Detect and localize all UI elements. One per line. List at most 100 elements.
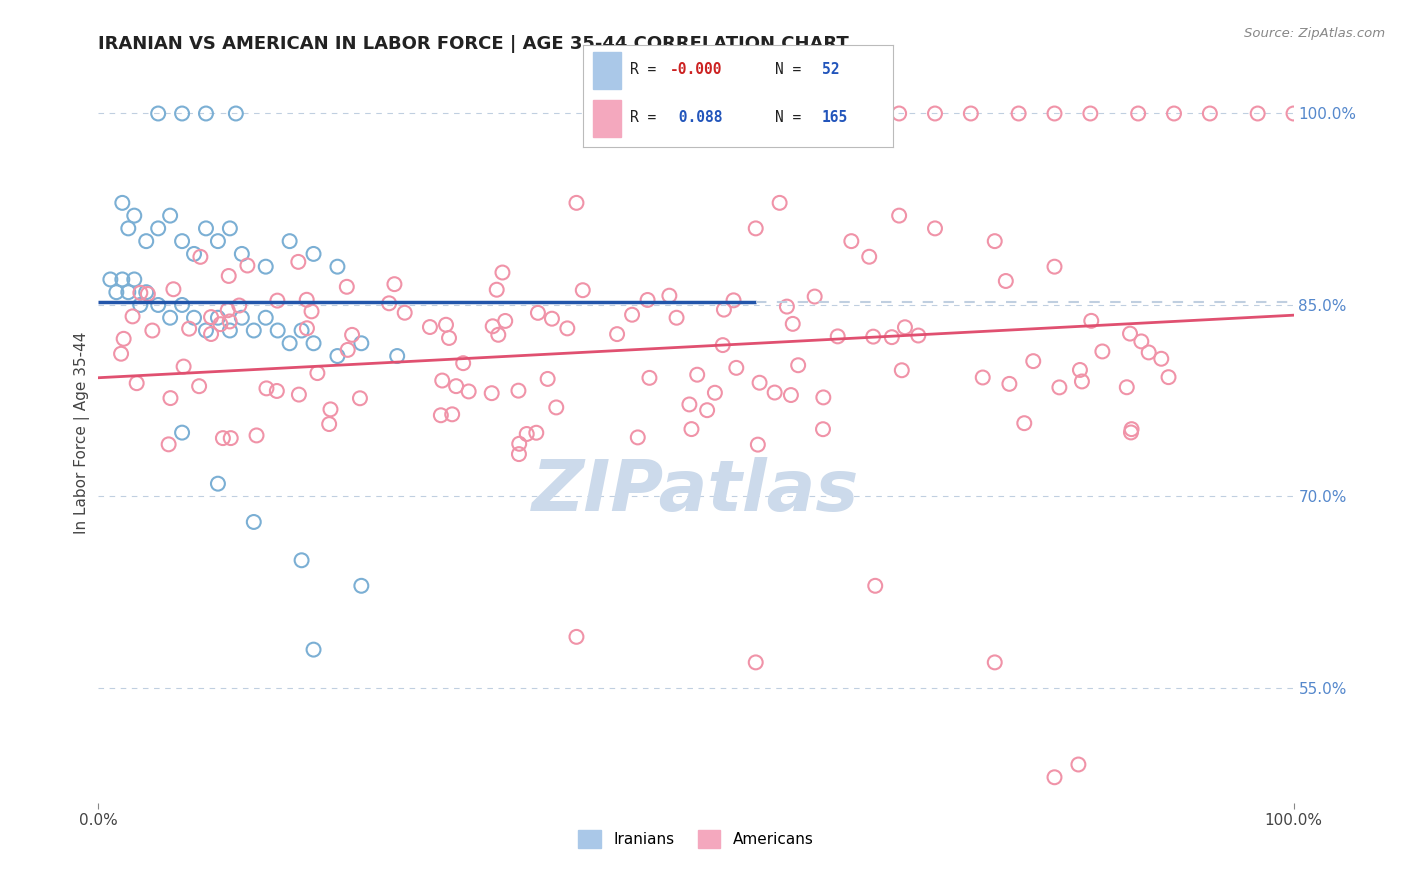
Point bbox=[768, 195, 790, 210]
Point bbox=[491, 266, 513, 280]
Point bbox=[1047, 380, 1070, 394]
Point bbox=[124, 209, 146, 223]
Point bbox=[148, 106, 170, 120]
Point bbox=[787, 358, 810, 372]
Point bbox=[207, 234, 229, 248]
Point bbox=[745, 106, 768, 120]
Point bbox=[1080, 106, 1102, 120]
Point bbox=[524, 425, 547, 440]
Text: R =: R = bbox=[630, 110, 665, 125]
Point bbox=[803, 289, 825, 303]
Point bbox=[686, 368, 709, 382]
Point bbox=[183, 310, 205, 325]
Point bbox=[721, 106, 744, 120]
Point bbox=[209, 317, 232, 331]
Point bbox=[225, 106, 247, 120]
Text: -0.000: -0.000 bbox=[671, 62, 723, 77]
Point bbox=[565, 630, 588, 644]
Point bbox=[441, 407, 464, 421]
Point bbox=[231, 247, 253, 261]
Point bbox=[481, 386, 503, 401]
Point bbox=[195, 106, 218, 120]
Point bbox=[110, 347, 132, 361]
Point bbox=[336, 343, 359, 357]
Point bbox=[451, 356, 474, 370]
Point bbox=[1150, 351, 1173, 366]
Bar bbox=[593, 100, 620, 137]
Point bbox=[200, 310, 222, 324]
Point bbox=[1137, 345, 1160, 359]
Point bbox=[1115, 380, 1137, 394]
Point bbox=[219, 431, 242, 445]
Point bbox=[231, 310, 253, 325]
Point bbox=[894, 320, 917, 334]
Point bbox=[994, 274, 1017, 288]
Point bbox=[1067, 757, 1090, 772]
Point bbox=[419, 320, 441, 334]
Point bbox=[685, 106, 707, 120]
Point bbox=[621, 308, 644, 322]
Point bbox=[172, 106, 194, 120]
Point bbox=[287, 255, 309, 269]
Point bbox=[768, 106, 790, 120]
Point bbox=[804, 106, 827, 120]
Point bbox=[291, 553, 314, 567]
Point bbox=[703, 385, 725, 400]
Point bbox=[336, 280, 359, 294]
Point bbox=[541, 311, 564, 326]
Point bbox=[1119, 326, 1142, 341]
Point bbox=[105, 285, 128, 300]
Point bbox=[141, 324, 163, 338]
Point bbox=[157, 437, 180, 451]
Point bbox=[326, 349, 349, 363]
Point bbox=[998, 376, 1021, 391]
Point bbox=[267, 324, 290, 338]
Point bbox=[637, 293, 659, 307]
Point bbox=[219, 221, 242, 235]
Point bbox=[1043, 260, 1066, 274]
Point bbox=[811, 422, 834, 436]
Legend: Iranians, Americans: Iranians, Americans bbox=[572, 823, 820, 855]
Point bbox=[1071, 375, 1094, 389]
Point bbox=[527, 306, 550, 320]
Point bbox=[243, 515, 266, 529]
Y-axis label: In Labor Force | Age 35-44: In Labor Force | Age 35-44 bbox=[75, 332, 90, 533]
Point bbox=[98, 272, 122, 286]
Point bbox=[301, 304, 323, 318]
Point bbox=[889, 106, 911, 120]
Point bbox=[256, 381, 278, 395]
Point bbox=[124, 272, 146, 286]
Point bbox=[606, 327, 628, 342]
Point bbox=[295, 293, 318, 307]
Point bbox=[1199, 106, 1222, 120]
Point bbox=[430, 409, 453, 423]
Text: N =: N = bbox=[775, 62, 810, 77]
Bar bbox=[593, 52, 620, 88]
Point bbox=[384, 277, 406, 292]
Point bbox=[444, 379, 467, 393]
Point bbox=[394, 306, 416, 320]
Point bbox=[494, 314, 516, 328]
Point bbox=[984, 656, 1007, 670]
Point bbox=[725, 360, 748, 375]
Text: 0.088: 0.088 bbox=[671, 110, 723, 125]
Point bbox=[763, 385, 786, 400]
Text: 52: 52 bbox=[821, 62, 839, 77]
Point bbox=[236, 259, 259, 273]
Point bbox=[245, 428, 267, 442]
Point bbox=[486, 327, 509, 342]
Point bbox=[571, 283, 593, 297]
Point bbox=[135, 285, 157, 300]
Point bbox=[218, 314, 240, 328]
Point bbox=[924, 106, 946, 120]
Point bbox=[1163, 106, 1185, 120]
Point bbox=[207, 310, 229, 325]
Point bbox=[508, 384, 530, 398]
Point bbox=[190, 250, 212, 264]
Point bbox=[148, 221, 170, 235]
Point bbox=[129, 285, 152, 300]
Point bbox=[865, 579, 887, 593]
Point bbox=[288, 387, 311, 401]
Point bbox=[217, 303, 239, 318]
Point bbox=[111, 272, 134, 286]
